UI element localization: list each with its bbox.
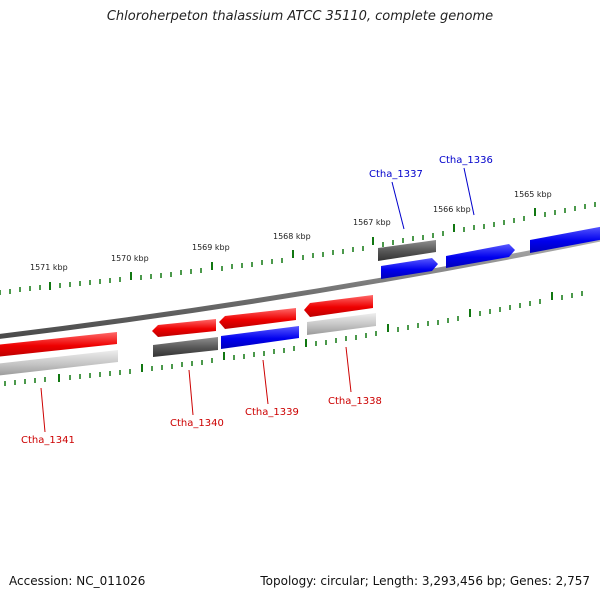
gene-label-ctha-1336[interactable]: Ctha_1336: [439, 155, 493, 166]
gene-arrow-ctha-1337-upper[interactable]: [378, 240, 436, 261]
label-leaders: [40, 167, 475, 433]
gene-arrow-ctha-1340-secondary[interactable]: [153, 337, 218, 357]
feature-track: [0, 226, 600, 376]
scale-label: 1568 kbp: [273, 232, 311, 241]
gene-arrow-ctha-1341[interactable]: [0, 332, 117, 357]
gene-arrow-partial[interactable]: [530, 226, 600, 253]
gene-label-ctha-1337[interactable]: Ctha_1337: [369, 169, 423, 180]
scale-label: 1566 kbp: [433, 205, 471, 214]
inner-tick-ring: [4, 291, 583, 386]
scale-label: 1571 kbp: [30, 263, 68, 272]
gene-arrow-ctha-1337[interactable]: [381, 258, 438, 279]
gene-arrow-ctha-1339[interactable]: [221, 326, 299, 349]
map-title: Chloroherpeton thalassium ATCC 35110, co…: [106, 9, 494, 24]
leader-ctha-1338: [345, 346, 352, 393]
scale-label: 1567 kbp: [353, 218, 391, 227]
gene-label-ctha-1340[interactable]: Ctha_1340: [170, 418, 224, 429]
gene-label-ctha-1338[interactable]: Ctha_1338: [328, 396, 382, 407]
gene-arrow-ctha-1338[interactable]: [304, 295, 373, 317]
scale-label: 1569 kbp: [192, 243, 230, 252]
leader-ctha-1336: [463, 167, 475, 216]
gene-arrow-ctha-1338-secondary[interactable]: [307, 313, 376, 335]
scale-label: 1565 kbp: [514, 190, 552, 199]
gene-label-ctha-1341[interactable]: Ctha_1341: [21, 435, 75, 446]
leader-ctha-1341: [40, 387, 46, 433]
leader-ctha-1339: [262, 359, 269, 405]
gene-label-ctha-1339[interactable]: Ctha_1339: [245, 407, 299, 418]
gene-arrow-ctha-1340[interactable]: [152, 319, 216, 337]
scale-label: 1570 kbp: [111, 254, 149, 263]
leader-ctha-1337: [391, 181, 405, 230]
leader-ctha-1340: [188, 369, 194, 416]
genome-summary: Topology: circular; Length: 3,293,456 bp…: [260, 574, 590, 588]
gene-arrow-ctha-1336[interactable]: [446, 244, 515, 268]
gene-arrow-ctha-1341-secondary[interactable]: [0, 350, 118, 376]
accession-label: Accession: NC_011026: [9, 574, 146, 588]
outer-tick-ring: [0, 202, 596, 295]
gene-arrow-ctha-1339-upper[interactable]: [219, 308, 296, 329]
genome-backbone: [0, 236, 600, 339]
